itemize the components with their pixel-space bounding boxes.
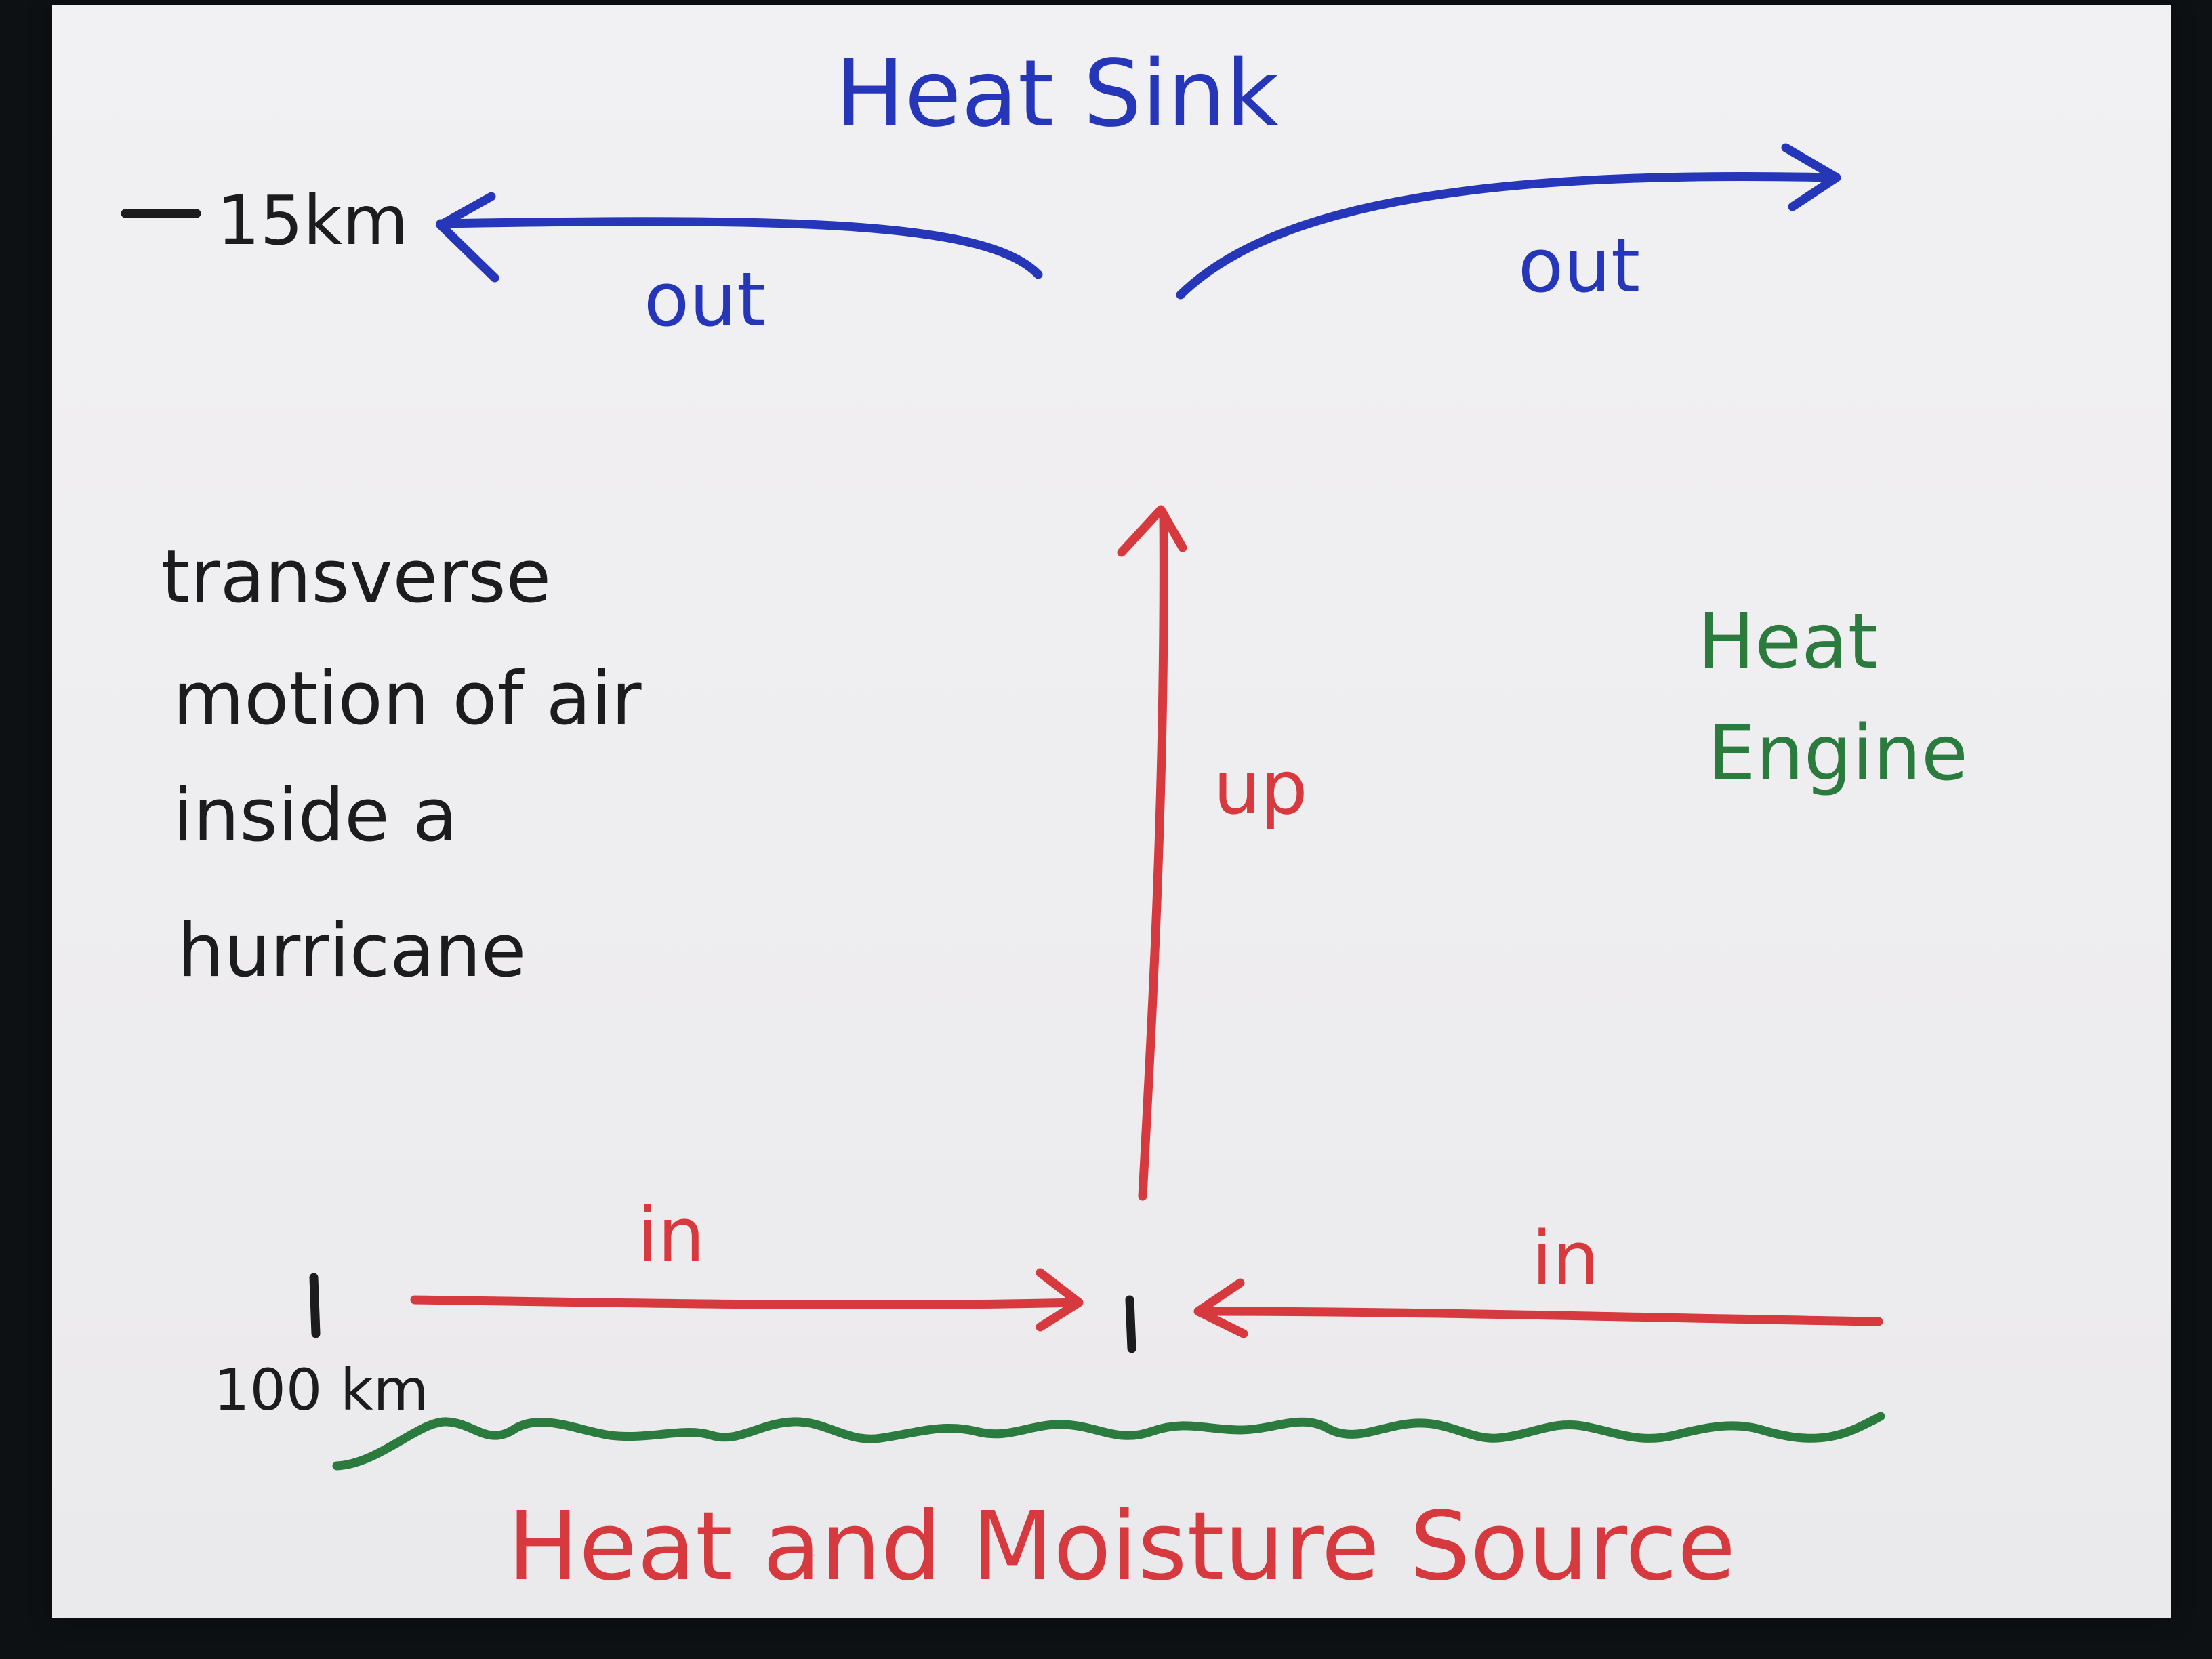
distance-label: 100 km: [213, 1357, 429, 1423]
inflow-right-arrow: [1195, 1307, 1883, 1326]
inflow-left-arrow: [410, 1295, 1082, 1309]
inflow-left-arrowhead: [1036, 1268, 1084, 1332]
ocean-wave-line: [332, 1412, 1885, 1471]
description-line-2: motion of air: [173, 657, 642, 741]
updraft-arrowhead: [1117, 505, 1187, 557]
outflow-right-arrow: [1176, 172, 1838, 300]
in-left-label: in: [637, 1191, 705, 1278]
description-text: transverse motion of air inside a hurric…: [161, 535, 642, 994]
up-label: up: [1213, 744, 1308, 831]
paper-sheet: [52, 5, 2171, 1618]
outflow-right-arrowhead: [1781, 143, 1841, 211]
out-left-label: out: [644, 256, 766, 343]
distance-tick-center: [1125, 1295, 1136, 1353]
outflow-left-arrowhead: [436, 192, 499, 283]
description-line-4: hurricane: [178, 909, 526, 994]
distance-tick-left: [309, 1273, 321, 1338]
heat-engine-label-line-2: Engine: [1708, 710, 1968, 798]
description-line-3: inside a: [173, 773, 457, 858]
heat-moisture-source-label: Heat and Moisture Source: [508, 1492, 1736, 1602]
updraft-arrow: [1138, 510, 1168, 1201]
description-line-1: transverse: [161, 535, 551, 619]
heat-engine-label-line-1: Heat: [1698, 598, 1878, 686]
heat-sink-label: Heat Sink: [836, 41, 1279, 148]
inflow-right-arrowhead: [1193, 1278, 1248, 1338]
out-right-label: out: [1518, 222, 1640, 309]
outflow-left-arrow: [436, 217, 1043, 279]
in-right-label: in: [1532, 1215, 1599, 1302]
altitude-label: 15km: [217, 181, 409, 260]
